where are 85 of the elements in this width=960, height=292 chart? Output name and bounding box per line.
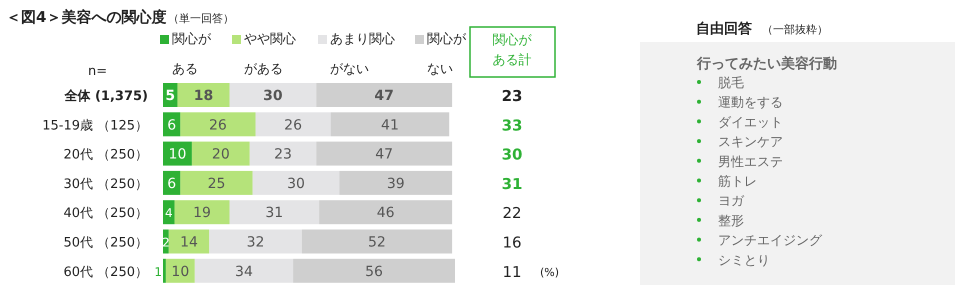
text: シミとり <box>718 253 770 268</box>
y-tick-label: 50代 （250） <box>64 236 148 250</box>
data-label: 4 <box>164 206 173 220</box>
text: 23 <box>502 87 522 105</box>
data-label: 26 <box>209 117 227 134</box>
bar <box>330 112 450 136</box>
text: 筋トレ <box>718 174 757 190</box>
data-label: 41 <box>381 117 399 134</box>
bar <box>302 230 452 254</box>
data-label: 32 <box>246 234 264 250</box>
chart-subtitle: （単一回答） <box>168 12 234 25</box>
data-label: 6 <box>167 176 176 192</box>
bar <box>174 200 230 224</box>
text: 自由回答 <box>696 21 752 37</box>
bar <box>252 170 340 195</box>
bar <box>168 230 210 254</box>
bar <box>229 200 320 224</box>
text: 22 <box>502 204 522 222</box>
legend-label: 関心がない <box>427 31 467 79</box>
text: 関心がある計 <box>492 32 532 70</box>
data-label: 47 <box>374 88 394 104</box>
y-tick-label: 60代 （250） <box>64 264 148 280</box>
text: ダイエット <box>718 115 783 130</box>
data-label: 10 <box>168 146 186 163</box>
bar <box>229 83 316 107</box>
text: (%) <box>540 266 560 279</box>
data-label: 52 <box>368 234 386 250</box>
data-label: 39 <box>386 176 405 192</box>
data-label: 56 <box>365 264 384 280</box>
data-label: 30 <box>263 88 283 104</box>
bar <box>177 83 230 107</box>
data-label: 6 <box>167 117 176 134</box>
y-tick-label: 40代 （250） <box>64 206 148 222</box>
y-tick-label: 20代 （250） <box>64 148 148 163</box>
y-tick-label: 15-19歳 （125） <box>42 118 148 134</box>
bar <box>316 83 452 107</box>
text: 33 <box>502 116 522 134</box>
text: n= <box>88 64 108 79</box>
data-label: 5 <box>165 88 176 104</box>
bar <box>339 170 452 195</box>
data-label: 26 <box>284 117 302 134</box>
bar <box>293 258 455 283</box>
bar <box>163 258 166 283</box>
text: 行ってみたい美容行動 <box>696 55 837 72</box>
bar <box>180 112 256 136</box>
data-label: 19 <box>193 205 211 222</box>
text: 31 <box>502 174 522 193</box>
data-label: 34 <box>235 264 253 280</box>
text: スキンケア <box>718 135 783 150</box>
bar <box>256 112 331 136</box>
data-label: 31 <box>265 205 284 222</box>
y-tick-label: 30代 （250） <box>64 176 148 192</box>
legend-label: 関心がある <box>172 31 212 79</box>
text: 11 <box>502 262 522 281</box>
text: 30 <box>502 146 522 164</box>
legend-label: あまり関心がない <box>330 31 396 79</box>
data-label: 46 <box>376 205 395 222</box>
text: 脱毛 <box>718 76 744 91</box>
text: （一部抜粋） <box>762 23 828 36</box>
bar <box>316 142 452 166</box>
data-label: 10 <box>171 264 190 280</box>
text: 男性エステ <box>718 154 783 170</box>
text: 運動をする <box>718 96 783 111</box>
bar <box>180 170 253 195</box>
data-label: 25 <box>208 176 226 192</box>
data-label: 2 <box>162 236 170 250</box>
bar <box>250 142 316 166</box>
bar <box>209 230 302 254</box>
data-label: 1 <box>154 264 162 279</box>
y-tick-label: 全体 (1,375) <box>63 89 148 104</box>
data-label: 47 <box>375 146 394 163</box>
data-label: 30 <box>287 176 305 192</box>
bar <box>319 200 452 224</box>
chart-title: ＜図4＞美容への関心度 <box>6 8 166 26</box>
text: 16 <box>502 234 522 252</box>
text: 整形 <box>718 214 744 229</box>
data-label: 23 <box>274 146 292 163</box>
text: アンチエイジング <box>718 234 823 249</box>
bar <box>192 142 250 166</box>
bar <box>194 258 294 283</box>
data-label: 14 <box>180 234 198 250</box>
data-label: 20 <box>212 146 230 163</box>
text: ヨガ <box>718 194 745 210</box>
data-label: 18 <box>194 88 214 104</box>
legend-label: やや関心がある <box>244 31 297 79</box>
